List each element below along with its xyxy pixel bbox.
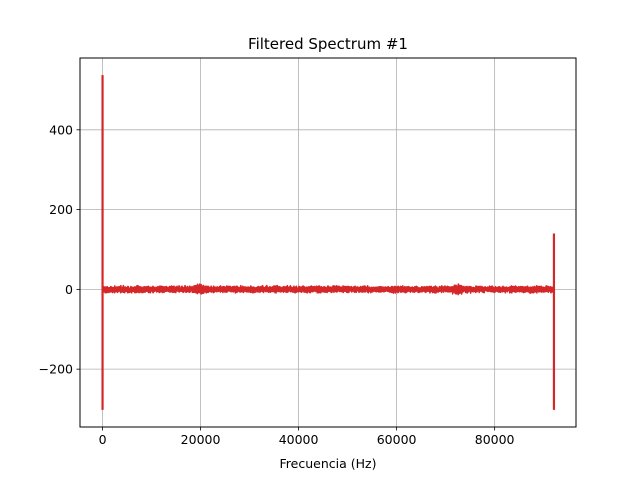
x-tick-label: 0 [99, 432, 107, 447]
y-tick-label: 200 [49, 202, 73, 217]
y-tick-label: 0 [65, 282, 73, 297]
x-tick-label: 40000 [279, 432, 319, 447]
x-axis-label: Frecuencia (Hz) [280, 456, 377, 471]
ticks: 0 20000 40000 60000 80000 −200 0 200 400 [39, 122, 515, 447]
y-tick-label: 400 [49, 122, 73, 137]
plot-frame [79, 57, 577, 428]
x-tick-label: 60000 [377, 432, 417, 447]
chart-title: Filtered Spectrum #1 [248, 35, 408, 53]
y-tick-label: −200 [39, 362, 73, 377]
series-line [101, 283, 555, 296]
x-tick-label: 80000 [475, 432, 515, 447]
series-layer [101, 75, 556, 410]
x-tick-label: 20000 [181, 432, 221, 447]
